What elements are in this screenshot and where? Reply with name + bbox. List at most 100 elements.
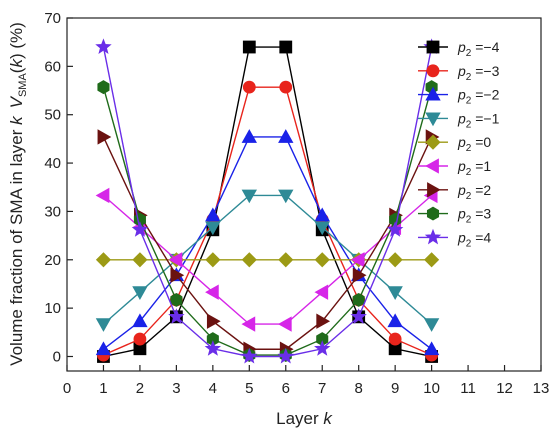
data-point — [387, 286, 403, 300]
data-point — [278, 129, 294, 143]
legend-label: p2 =3 — [457, 206, 491, 226]
data-point — [170, 292, 183, 307]
data-point — [168, 252, 183, 268]
data-point — [350, 252, 365, 268]
data-point — [424, 252, 440, 268]
legend-label-sub: 2 — [466, 143, 472, 154]
y-tick-label: 20 — [44, 252, 61, 269]
x-axis-title-var: k — [323, 409, 333, 428]
data-point — [386, 221, 404, 237]
data-point — [316, 313, 331, 329]
data-point — [423, 318, 440, 332]
data-point — [314, 252, 330, 268]
x-tick-label: 0 — [63, 380, 71, 397]
data-point — [279, 40, 293, 54]
legend-label: p2 =−2 — [457, 87, 500, 107]
data-point — [132, 286, 148, 300]
legend-marker — [427, 182, 441, 198]
y-axis-title-sub: SMA — [17, 73, 29, 98]
legend-marker — [424, 228, 442, 245]
legend-label-var: p — [457, 158, 466, 174]
data-point — [205, 252, 221, 268]
x-tick-label: 8 — [355, 380, 363, 397]
series-group — [95, 252, 440, 268]
legend: p2 =−4p2 =−3p2 =−2p2 =−1p2 =0p2 =1p2 =2p… — [418, 39, 500, 249]
data-point — [97, 129, 112, 145]
data-point — [241, 316, 256, 332]
legend-item: p2 =−2 — [418, 87, 500, 107]
x-tick-label: 11 — [460, 380, 476, 397]
legend-label-sub: 2 — [466, 238, 472, 249]
series-line — [102, 86, 433, 356]
plot-frame — [66, 17, 542, 372]
x-tick-label: 2 — [136, 380, 144, 397]
legend-label-sub: 2 — [466, 191, 472, 202]
data-point — [133, 332, 147, 346]
data-point — [132, 313, 148, 328]
legend-marker — [425, 158, 439, 174]
series-group — [95, 189, 440, 332]
legend-item: p2 =2 — [418, 182, 491, 202]
y-axis-title-k1: k — [7, 115, 26, 125]
data-point — [278, 252, 294, 268]
legend-label: p2 =−3 — [457, 63, 500, 83]
x-tick-label: 7 — [318, 380, 326, 397]
x-tick-label: 9 — [391, 380, 399, 397]
legend-marker — [425, 134, 441, 150]
legend-label-value: =0 — [471, 134, 491, 150]
data-point — [205, 284, 219, 300]
data-point — [279, 80, 293, 94]
data-point — [241, 129, 257, 143]
series-group — [95, 129, 440, 356]
y-axis-title-close: ) (%) — [7, 22, 26, 59]
data-point — [277, 347, 294, 364]
x-tick-label: 1 — [99, 380, 107, 397]
x-tick-label: 3 — [172, 380, 180, 397]
series-group — [97, 129, 440, 357]
legend-label-value: =3 — [471, 206, 491, 222]
data-point — [95, 341, 112, 356]
data-point — [278, 189, 294, 204]
y-tick-label: 50 — [44, 107, 61, 124]
data-point — [95, 38, 112, 54]
y-tick-label: 70 — [44, 10, 61, 27]
data-point — [241, 189, 257, 204]
legend-marker — [426, 64, 440, 78]
y-tick-label: 30 — [44, 203, 61, 220]
x-tick-label: 13 — [533, 380, 550, 397]
legend-marker — [426, 206, 440, 221]
y-axis-title: Volume fraction of SMA in layer kVSMA(k)… — [7, 22, 29, 366]
legend-label-var: p — [457, 39, 466, 55]
x-tick-label: 4 — [209, 380, 217, 397]
y-axis-title-k2: k — [7, 58, 26, 68]
x-tick-label: 5 — [245, 380, 253, 397]
data-point — [350, 308, 367, 324]
legend-label-var: p — [457, 182, 466, 198]
legend-marker — [425, 112, 441, 127]
legend-label-var: p — [457, 229, 466, 245]
data-point — [314, 340, 331, 356]
legend-item: p2 =3 — [418, 206, 491, 226]
data-point — [95, 252, 112, 268]
series-line — [103, 46, 432, 358]
y-axis: 0 10 20 30 40 50 60 70 — [44, 10, 73, 365]
series-line — [103, 86, 432, 356]
legend-item: p2 =−4 — [418, 39, 500, 59]
legend-label-value: =−2 — [471, 87, 499, 103]
data-point — [388, 332, 402, 346]
legend-item: p2 =−1 — [418, 110, 500, 130]
legend-label-sub: 2 — [466, 96, 472, 107]
legend-label-sub: 2 — [466, 48, 472, 59]
data-point — [352, 267, 367, 283]
y-tick-label: 40 — [44, 155, 61, 172]
legend-label: p2 =4 — [457, 229, 491, 249]
legend-label-value: =−1 — [471, 110, 499, 126]
legend-item: p2 =4 — [418, 228, 491, 249]
legend-label-sub: 2 — [466, 119, 472, 130]
data-point — [314, 221, 330, 236]
series-line — [102, 136, 433, 350]
data-point — [132, 252, 148, 268]
data-point — [242, 40, 256, 54]
legend-label-value: =−4 — [471, 39, 499, 55]
legend-label: p2 =1 — [457, 158, 491, 178]
